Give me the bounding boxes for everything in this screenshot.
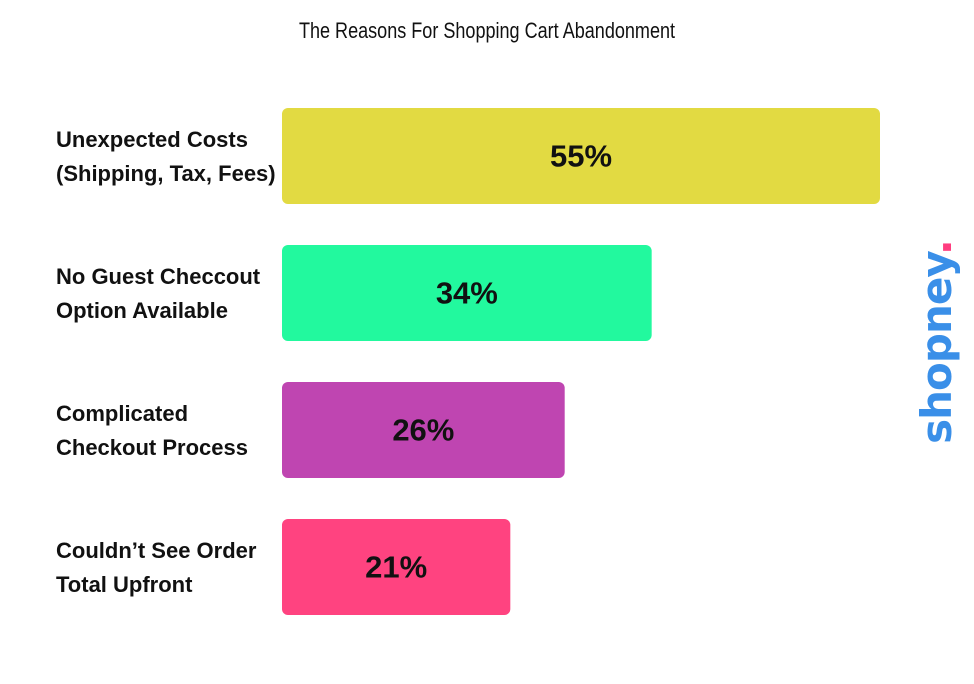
category-label-line: Total Upfront bbox=[56, 572, 193, 597]
category-label-line: Unexpected Costs bbox=[56, 127, 248, 152]
logo-text: shopney bbox=[912, 255, 961, 444]
data-label-4: 21% bbox=[365, 550, 427, 585]
bar-4 bbox=[282, 519, 511, 615]
category-label-line: No Guest Checcout bbox=[56, 264, 261, 289]
category-label-line: Option Available bbox=[56, 298, 228, 323]
data-label-2: 34% bbox=[436, 276, 498, 311]
category-label-4: Couldn’t See Order Total Upfront bbox=[56, 538, 257, 597]
shopney-logo: shopney. bbox=[912, 240, 961, 444]
category-label-line: Complicated bbox=[56, 401, 188, 426]
data-label-1: 55% bbox=[550, 139, 612, 174]
bar-3 bbox=[282, 382, 565, 478]
category-label-2: No Guest Checcout Option Available bbox=[56, 264, 261, 323]
bar-2 bbox=[282, 245, 652, 341]
bar-1 bbox=[282, 108, 880, 204]
data-label-3: 26% bbox=[392, 413, 454, 448]
category-label-line: (Shipping, Tax, Fees) bbox=[56, 161, 276, 186]
chart-title: The Reasons For Shopping Cart Abandonmen… bbox=[298, 18, 676, 43]
category-label-1: Unexpected Costs (Shipping, Tax, Fees) bbox=[56, 127, 276, 186]
category-label-line: Checkout Process bbox=[56, 435, 248, 460]
category-label-3: Complicated Checkout Process bbox=[56, 401, 248, 460]
logo-dot: . bbox=[912, 240, 961, 256]
category-label-line: Couldn’t See Order bbox=[56, 538, 257, 563]
